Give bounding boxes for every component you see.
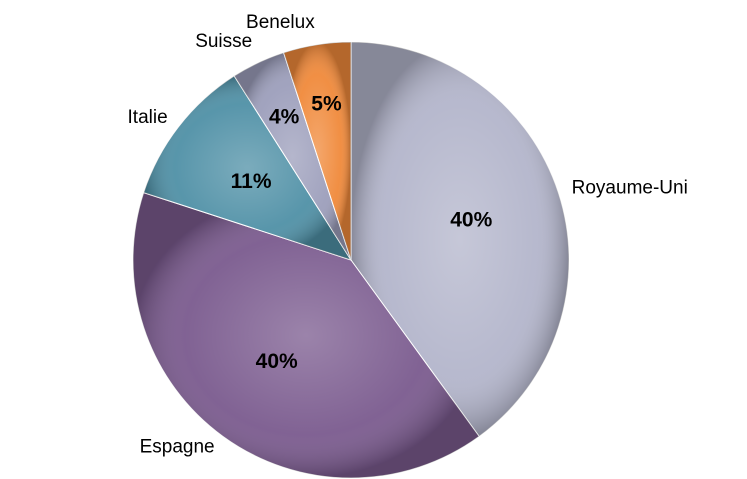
- category-label: Royaume-Uni: [572, 177, 688, 198]
- value-label: 40%: [450, 208, 492, 231]
- value-label: 40%: [256, 350, 298, 373]
- category-label: Italie: [128, 107, 168, 128]
- value-label: 5%: [311, 93, 342, 116]
- value-label: 4%: [269, 106, 300, 129]
- value-label: 11%: [231, 170, 272, 193]
- category-label: Benelux: [246, 12, 315, 33]
- category-label: Suisse: [195, 31, 252, 52]
- category-label: Espagne: [140, 437, 215, 458]
